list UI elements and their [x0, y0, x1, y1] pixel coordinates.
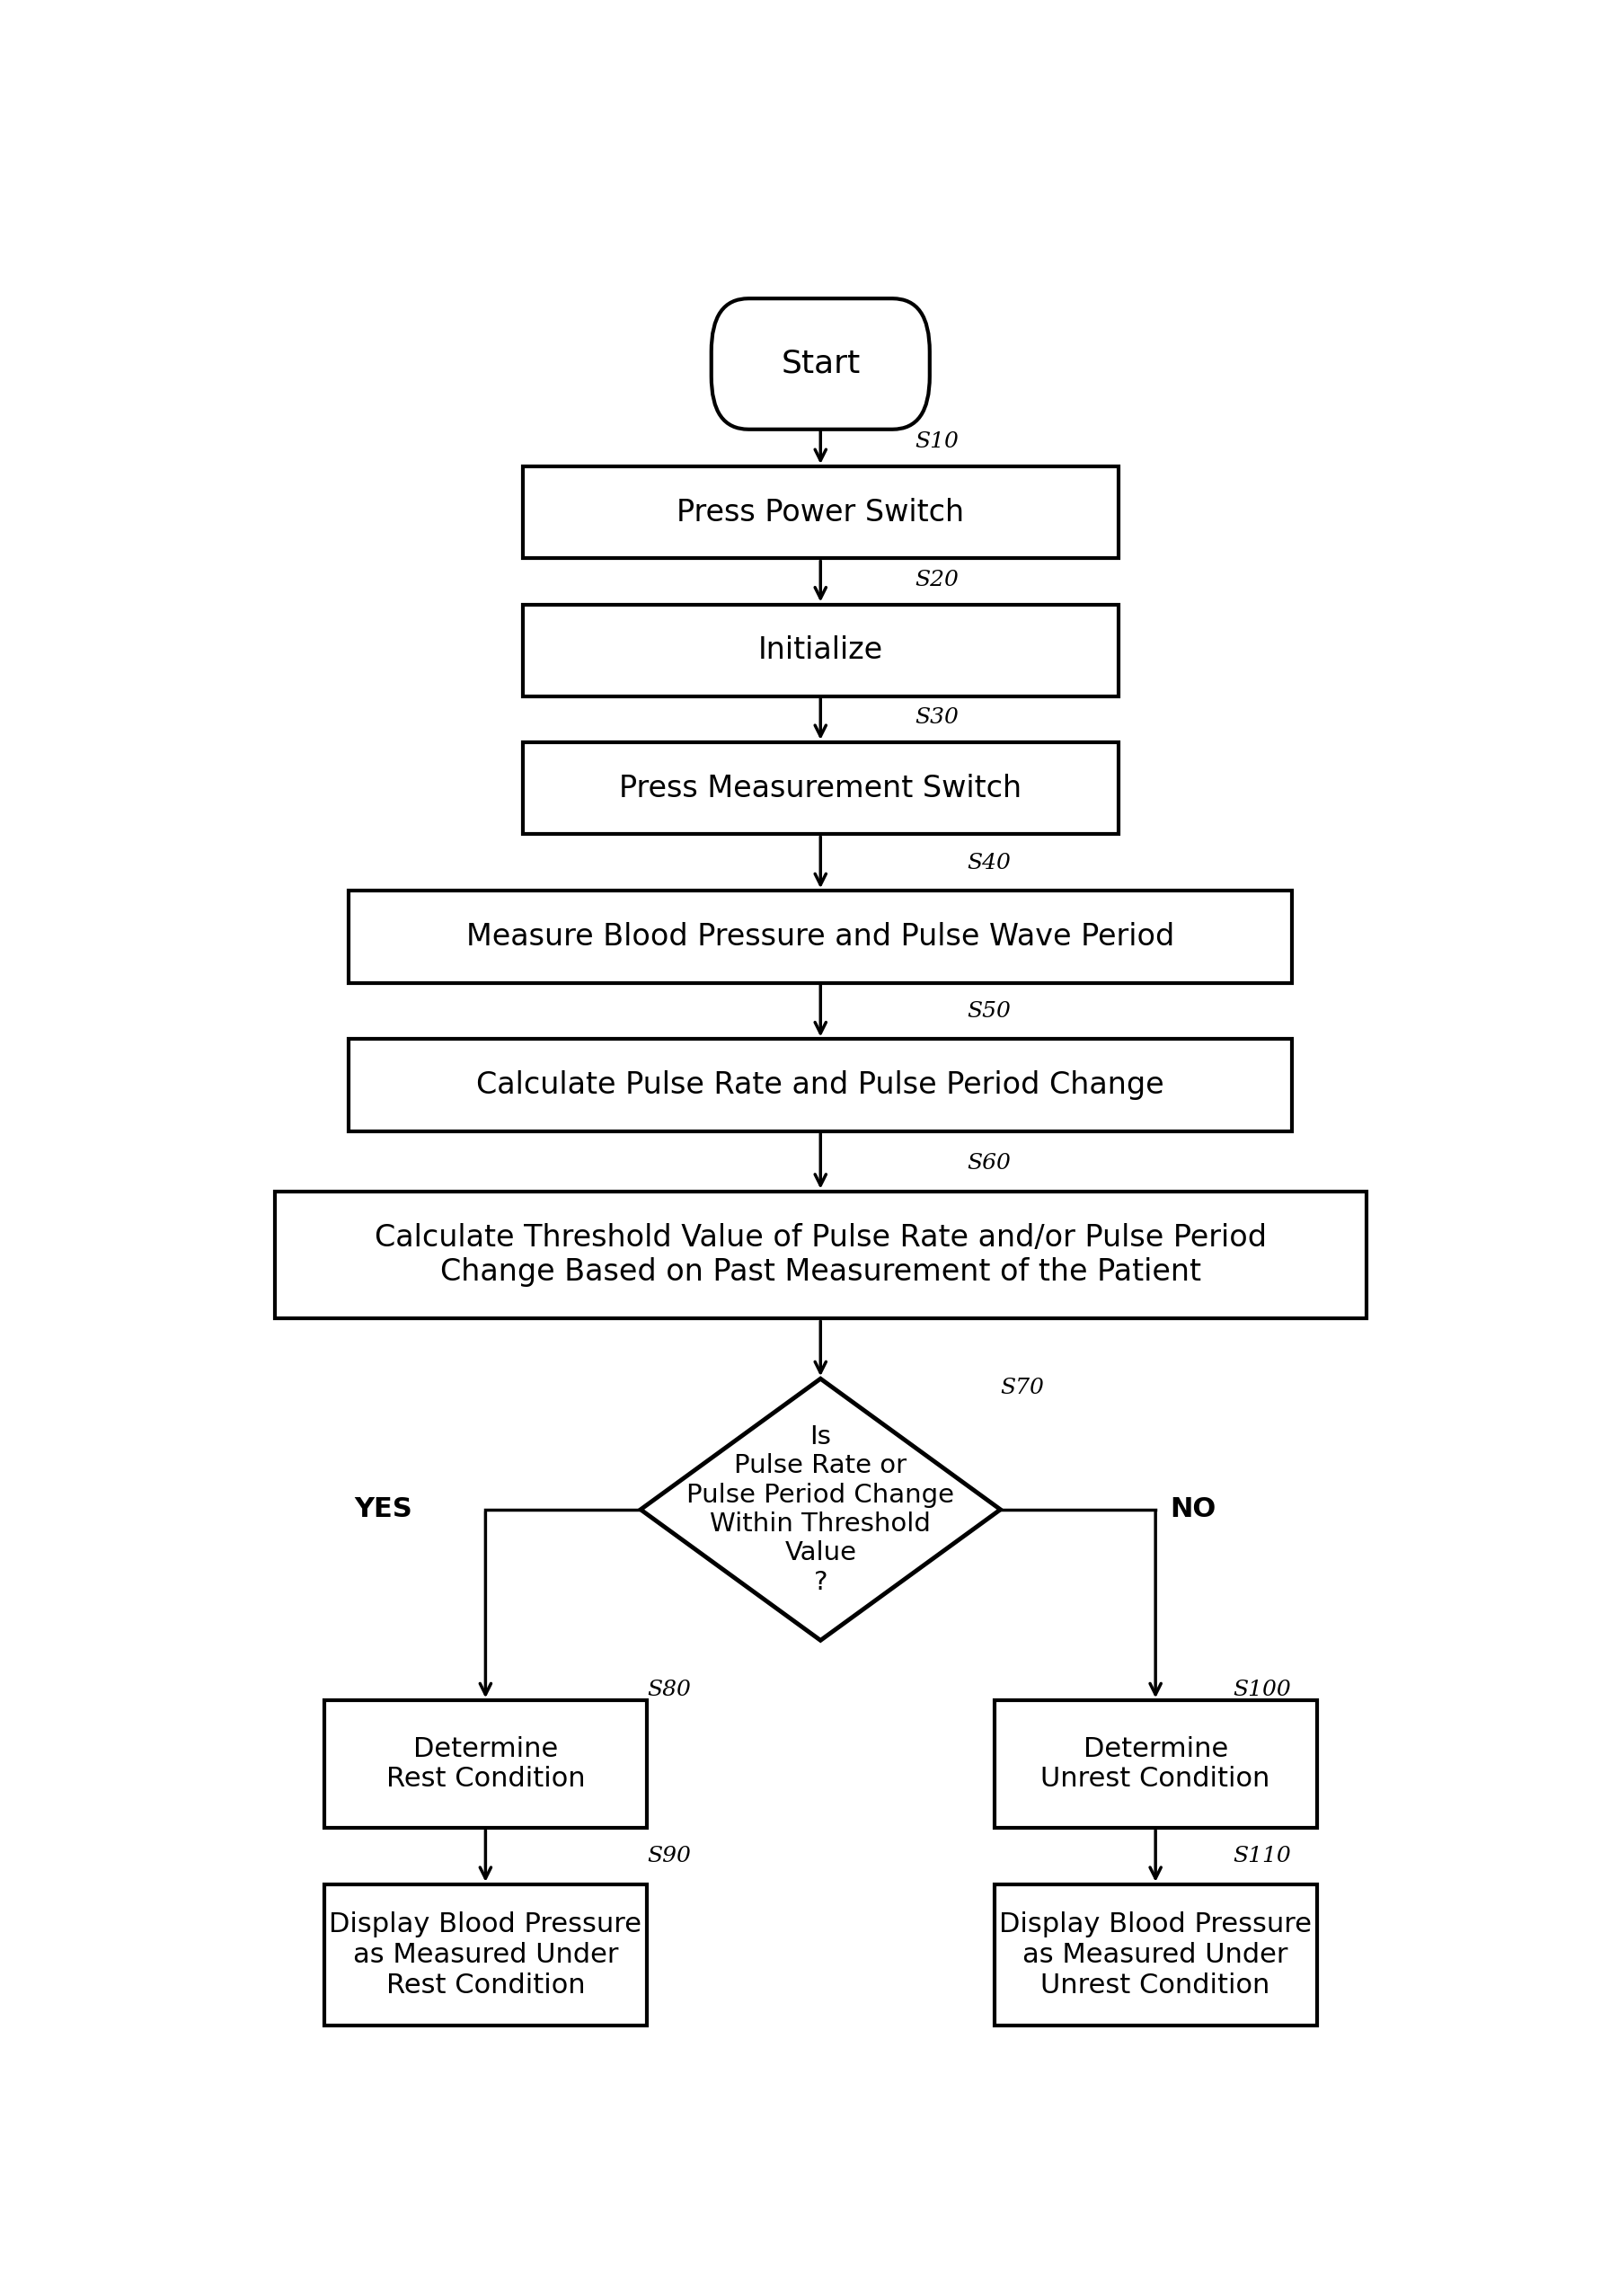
- Polygon shape: [640, 1378, 1001, 1639]
- Text: S50: S50: [967, 1001, 1010, 1022]
- Text: Calculate Threshold Value of Pulse Rate and/or Pulse Period
Change Based on Past: Calculate Threshold Value of Pulse Rate …: [375, 1224, 1266, 1288]
- Text: S100: S100: [1233, 1681, 1290, 1701]
- Text: S30: S30: [914, 707, 959, 728]
- Text: S10: S10: [914, 432, 959, 452]
- Text: S70: S70: [1001, 1378, 1044, 1398]
- Text: Determine
Unrest Condition: Determine Unrest Condition: [1041, 1736, 1270, 1793]
- Text: Display Blood Pressure
as Measured Under
Unrest Condition: Display Blood Pressure as Measured Under…: [999, 1913, 1311, 1998]
- FancyBboxPatch shape: [711, 298, 930, 429]
- Text: Calculate Pulse Rate and Pulse Period Change: Calculate Pulse Rate and Pulse Period Ch…: [477, 1070, 1164, 1100]
- Text: S40: S40: [967, 852, 1010, 872]
- Text: Display Blood Pressure
as Measured Under
Rest Condition: Display Blood Pressure as Measured Under…: [330, 1913, 642, 1998]
- Text: S20: S20: [914, 569, 959, 590]
- Text: Measure Blood Pressure and Pulse Wave Period: Measure Blood Pressure and Pulse Wave Pe…: [466, 923, 1175, 951]
- Text: Determine
Rest Condition: Determine Rest Condition: [386, 1736, 584, 1793]
- Text: Start: Start: [781, 349, 860, 379]
- Text: S90: S90: [647, 1846, 690, 1867]
- FancyBboxPatch shape: [275, 1192, 1367, 1318]
- FancyBboxPatch shape: [522, 742, 1117, 833]
- Text: YES: YES: [355, 1497, 413, 1522]
- Text: S60: S60: [967, 1153, 1010, 1173]
- FancyBboxPatch shape: [994, 1701, 1316, 1828]
- FancyBboxPatch shape: [349, 1040, 1292, 1132]
- FancyBboxPatch shape: [994, 1885, 1316, 2025]
- Text: Press Measurement Switch: Press Measurement Switch: [620, 774, 1021, 804]
- Text: S80: S80: [647, 1681, 690, 1701]
- Text: Initialize: Initialize: [757, 636, 884, 666]
- Text: NO: NO: [1170, 1497, 1215, 1522]
- Text: S110: S110: [1233, 1846, 1290, 1867]
- FancyBboxPatch shape: [325, 1885, 647, 2025]
- FancyBboxPatch shape: [522, 604, 1117, 696]
- Text: Press Power Switch: Press Power Switch: [677, 498, 964, 528]
- FancyBboxPatch shape: [349, 891, 1292, 983]
- Text: Is
Pulse Rate or
Pulse Period Change
Within Threshold
Value
?: Is Pulse Rate or Pulse Period Change Wit…: [687, 1424, 954, 1596]
- FancyBboxPatch shape: [325, 1701, 647, 1828]
- FancyBboxPatch shape: [522, 466, 1117, 558]
